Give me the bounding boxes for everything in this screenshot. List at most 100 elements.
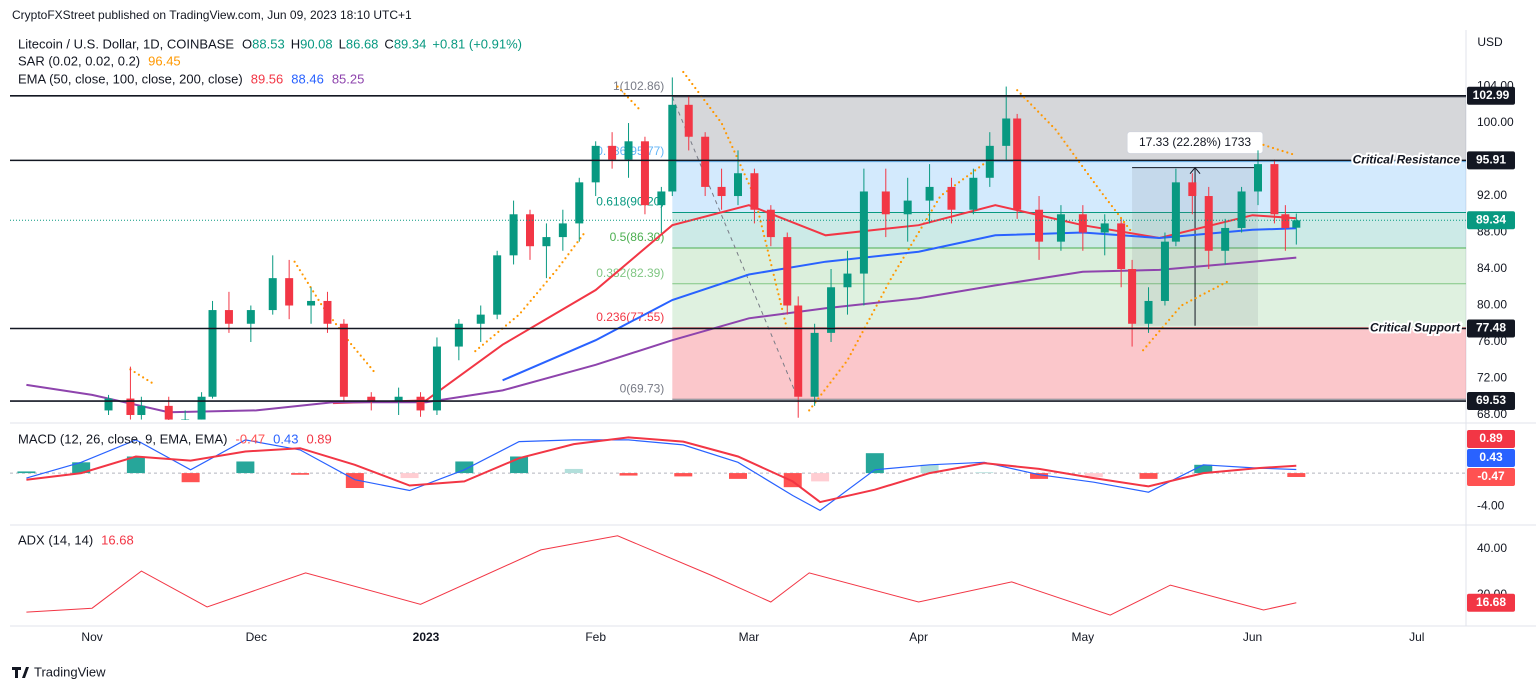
candle-body (323, 300, 332, 324)
candle-body (657, 191, 666, 206)
y-tick-label: 68.00 (1477, 407, 1507, 421)
x-tick-label: Nov (81, 630, 102, 644)
candle-body (1160, 241, 1169, 301)
legend-text: ADX (14, 14) (18, 532, 93, 547)
macd-histogram-bar (1084, 473, 1103, 478)
price-badge-label: -0.47 (1477, 469, 1505, 483)
candle-body (1254, 164, 1262, 192)
candle-body (181, 419, 190, 420)
candle-body (1128, 269, 1137, 324)
candle-body (137, 405, 146, 415)
legend-text: O (242, 36, 252, 51)
y-tick-label: 72.00 (1477, 371, 1507, 385)
y-tick-label: 92.00 (1477, 188, 1507, 202)
legend-text: 16.68 (101, 532, 134, 547)
x-tick-label: Mar (739, 630, 760, 644)
legend-text: H (291, 36, 300, 51)
candle-body (734, 173, 742, 197)
fib-zone (672, 283, 1466, 328)
candle-body (750, 173, 759, 210)
macd-histogram-bar (1194, 464, 1213, 474)
macd-histogram-bar (291, 473, 310, 475)
candle-body (208, 310, 217, 397)
macd-histogram-bar (181, 473, 200, 483)
candle-body (1171, 182, 1180, 242)
candle-body (1292, 220, 1301, 228)
price-pane: 1(102.86)0.786(95.77)0.618(90.20)0.5(86.… (10, 70, 1466, 420)
candle-body (985, 145, 994, 178)
legend-text: 0.43 (273, 431, 298, 446)
candle-body (1204, 196, 1213, 251)
candle-body (1002, 118, 1011, 146)
candle-body (558, 223, 567, 238)
price-badge (1467, 392, 1515, 411)
currency: USD (1477, 35, 1503, 49)
candle-body (947, 186, 956, 210)
candle-body (268, 278, 277, 311)
candle-body (542, 237, 551, 247)
price-badge (1467, 467, 1515, 486)
candle-body (339, 323, 348, 397)
signal-line (26, 436, 1297, 504)
candle-body (224, 310, 233, 324)
ema-line (26, 256, 1297, 414)
legend-text: 89.56 (251, 71, 284, 86)
fib-trend-line (671, 96, 799, 400)
candle-body (827, 287, 836, 333)
candle-body (1281, 214, 1290, 228)
price-badge (1467, 86, 1515, 105)
macd-pane (10, 436, 1466, 512)
macd-histogram-bar (126, 456, 145, 474)
candle-body (1100, 223, 1109, 233)
price-badge (1467, 593, 1515, 612)
legend-text: 88.53 (252, 36, 285, 51)
measure-label-box (1126, 131, 1264, 155)
candle-body (493, 255, 502, 315)
candle-body (903, 200, 912, 215)
measure-label: 17.33 (22.28%) 1733 (1139, 135, 1251, 149)
adx-pane (26, 535, 1297, 616)
candle-body (367, 396, 376, 402)
macd-histogram-bar (455, 461, 474, 474)
legend-text: 96.45 (148, 53, 181, 68)
level-note: Critical Resistance (1353, 153, 1461, 167)
candle-body (164, 405, 173, 420)
legend-text: 0.89 (306, 431, 331, 446)
legend-text: MACD (12, 26, close, 9, EMA, EMA) (18, 431, 228, 446)
y-tick-label: 40.00 (1477, 541, 1507, 555)
candle-body (1188, 182, 1197, 197)
candle-body (246, 310, 255, 324)
candle-body (126, 398, 135, 415)
candle-body (794, 305, 803, 397)
candle-body (881, 191, 890, 215)
legend-text: Litecoin / U.S. Dollar, 1D, COINBASE (18, 36, 234, 51)
candle-body (591, 145, 600, 183)
legend-text: SAR (0.02, 0.02, 0.2) (18, 53, 140, 68)
legend-text: 86.68 (346, 36, 379, 51)
candle-body (766, 209, 775, 238)
macd-histogram-bar (920, 464, 939, 474)
candle-body (394, 396, 403, 402)
ema-line (502, 227, 1297, 382)
fib-label: 1(102.86) (613, 79, 664, 93)
macd-histogram-bar (17, 471, 36, 474)
macd-histogram-bar (72, 462, 91, 474)
candle-body (668, 104, 677, 192)
candle-body (640, 141, 649, 206)
price-badge-label: 16.68 (1476, 595, 1506, 609)
y-tick-label: -4.00 (1477, 498, 1505, 512)
measure-arrowhead (1189, 166, 1201, 174)
candle-body (509, 214, 518, 256)
level-note: Critical Support (1370, 321, 1461, 335)
fib-zone (672, 212, 1466, 249)
price-badge (1467, 211, 1515, 230)
adx-line (26, 535, 1297, 616)
candle-body (783, 237, 792, 306)
macd-line (26, 439, 1297, 512)
candle-body (1270, 164, 1279, 215)
candle-body (1144, 300, 1153, 324)
macd-histogram-bar (400, 473, 419, 479)
candle-body (624, 141, 633, 160)
legend-text: C (384, 36, 393, 51)
